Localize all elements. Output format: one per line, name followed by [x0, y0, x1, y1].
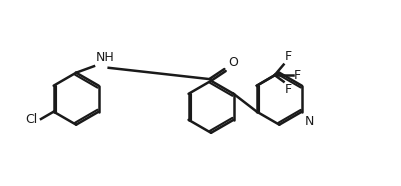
Text: N: N	[304, 115, 314, 128]
Text: F: F	[284, 50, 292, 63]
Text: NH: NH	[96, 51, 114, 64]
Text: O: O	[228, 56, 238, 69]
Text: Cl: Cl	[26, 113, 38, 126]
Text: F: F	[284, 83, 292, 96]
Text: F: F	[294, 69, 301, 82]
